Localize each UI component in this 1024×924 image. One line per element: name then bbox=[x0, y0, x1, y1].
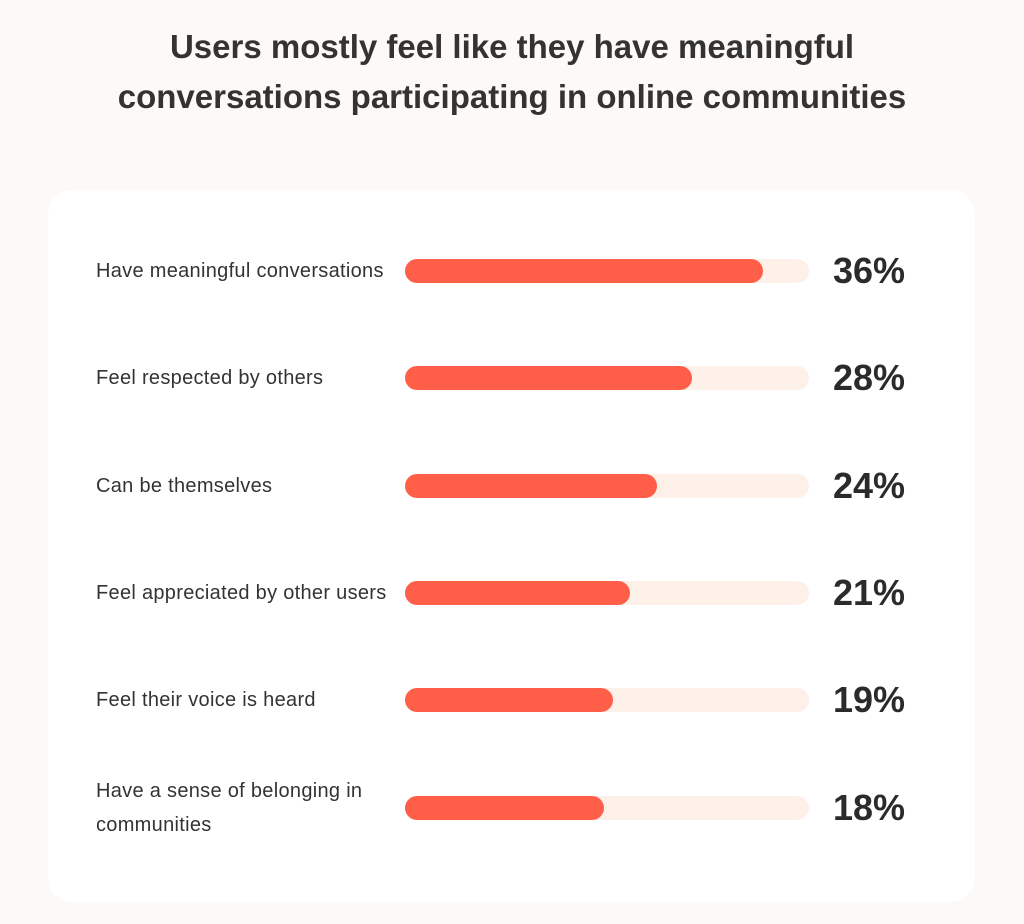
bar-track bbox=[405, 473, 809, 498]
chart-title: Users mostly feel like they have meaning… bbox=[117, 28, 907, 115]
bar-track bbox=[405, 795, 809, 820]
category-label: Have meaningful conversations bbox=[96, 260, 384, 282]
value-label: 19% bbox=[833, 679, 906, 721]
bar-track bbox=[405, 688, 809, 713]
bar-row: Feel appreciated by other users 21% bbox=[48, 553, 975, 633]
bar bbox=[405, 688, 613, 713]
bar bbox=[405, 580, 631, 605]
value-label: 28% bbox=[833, 357, 906, 399]
value-label: 18% bbox=[833, 786, 906, 828]
bar-row: Feel their voice is heard 19% bbox=[48, 660, 975, 740]
category-label: Feel respected by others bbox=[96, 367, 324, 390]
bar-row: Can be themselves 24% bbox=[48, 446, 975, 526]
value-label: 36% bbox=[833, 250, 906, 291]
value-label: 21% bbox=[833, 571, 906, 613]
bar bbox=[405, 259, 763, 283]
bar bbox=[405, 795, 604, 820]
bar-row: Have meaningful conversations 36% bbox=[48, 231, 975, 311]
bar-row: Feel respected by others 28% bbox=[48, 338, 975, 418]
category-label: Feel their voice is heard bbox=[96, 689, 316, 712]
value-label: 24% bbox=[833, 464, 906, 506]
bar-row: Have a sense of belonging in communities… bbox=[48, 768, 975, 848]
category-label: Have a sense of belonging in communities bbox=[96, 779, 363, 836]
bar-track bbox=[405, 580, 809, 605]
bar bbox=[405, 473, 657, 498]
bar bbox=[405, 366, 693, 391]
category-label: Feel appreciated by other users bbox=[96, 581, 387, 604]
chart-card: Have meaningful conversations 36% Feel re… bbox=[48, 190, 975, 902]
bar-track bbox=[405, 259, 809, 283]
bar-track bbox=[405, 366, 809, 391]
category-label: Can be themselves bbox=[96, 474, 273, 497]
